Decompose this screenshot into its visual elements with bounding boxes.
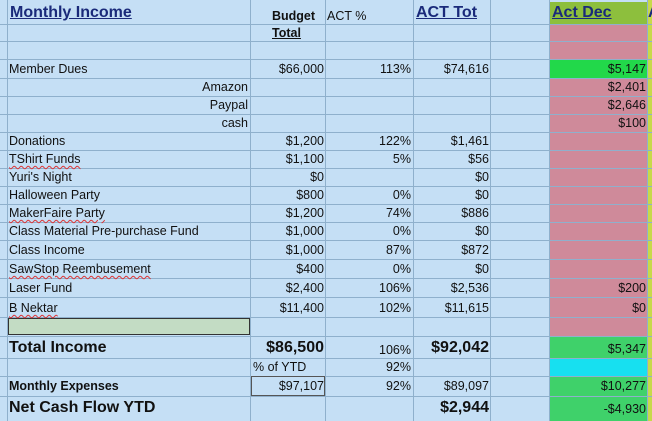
row-label-yuris-night[interactable]: Yuri's Night [9, 170, 72, 184]
pct-halloween[interactable]: 0% [392, 188, 411, 202]
monthly-expenses-pct[interactable]: 92% [385, 379, 411, 393]
sheet-title[interactable]: Monthly Income [10, 4, 132, 21]
member-dues-dec-fill [550, 60, 647, 79]
monthly-expenses-dec-fill [550, 376, 647, 396]
row-label-halloween[interactable]: Halloween Party [9, 188, 101, 202]
tot-donations[interactable]: $1,461 [450, 134, 489, 148]
total-income-dec-fill [550, 336, 647, 358]
monthly-expenses-budget[interactable]: $97,107 [251, 376, 325, 396]
pct-ytd-label[interactable]: % of YTD [253, 360, 307, 374]
budget-donations[interactable]: $1,200 [285, 134, 324, 148]
tot-laser-fund[interactable]: $2,536 [450, 281, 489, 295]
next-column-header[interactable]: A [648, 3, 652, 23]
row-label-donations[interactable]: Donations [9, 134, 66, 148]
pct-b-nektar[interactable]: 102% [379, 301, 411, 315]
total-income-tot[interactable]: $92,042 [431, 339, 489, 356]
tot-makerfaire[interactable]: $886 [461, 206, 489, 220]
row-label-tshirt[interactable]: TShirt Funds [9, 152, 81, 166]
pct-class-material[interactable]: 0% [392, 224, 411, 238]
tot-b-nektar[interactable]: $11,615 [444, 301, 489, 315]
budget-class-material[interactable]: $1,000 [285, 224, 324, 238]
pct-member-dues[interactable]: 113% [379, 62, 411, 76]
act-tot-header[interactable]: ACT Tot [416, 4, 478, 21]
tot-sawstop[interactable]: $0 [475, 262, 489, 276]
total-income-budget[interactable]: $86,500 [266, 339, 324, 356]
total-income-label[interactable]: Total Income [9, 339, 107, 356]
act-dec-header[interactable]: Act Dec [552, 4, 612, 21]
net-cash-tot[interactable]: $2,944 [440, 399, 489, 416]
row-label-laser-fund[interactable]: Laser Fund [9, 281, 73, 295]
selected-cell[interactable] [8, 318, 250, 335]
total-income-dec[interactable]: $5,347 [607, 342, 646, 356]
act-pct-header[interactable]: ACT % [327, 9, 367, 23]
budget-class-income[interactable]: $1,000 [285, 243, 324, 257]
net-cash-label[interactable]: Net Cash Flow YTD [9, 399, 156, 416]
budget-sawstop[interactable]: $400 [296, 262, 324, 276]
budget-tshirt[interactable]: $1,100 [285, 152, 324, 166]
pct-makerfaire[interactable]: 74% [385, 206, 411, 220]
tot-class-material[interactable]: $0 [475, 224, 489, 238]
net-cash-dec-fill [550, 396, 647, 421]
row-label-paypal[interactable]: Paypal [209, 98, 248, 112]
budget-makerfaire[interactable]: $1,200 [285, 206, 324, 220]
tot-yuris-night[interactable]: $0 [475, 170, 489, 184]
monthly-expenses-label[interactable]: Monthly Expenses [9, 379, 119, 393]
tot-tshirt[interactable]: $56 [468, 152, 489, 166]
pct-donations[interactable]: 122% [379, 134, 411, 148]
dec-header-fill [550, 2, 647, 24]
total-income-pct[interactable]: 106% [379, 343, 411, 357]
tot-member-dues[interactable]: $74,616 [443, 62, 489, 76]
budget-total-header[interactable]: Total [272, 26, 301, 40]
dec-amazon[interactable]: $2,401 [607, 80, 646, 94]
row-label-class-material[interactable]: Class Material Pre-purchase Fund [9, 224, 199, 238]
pct-ytd-dec-fill [550, 358, 647, 376]
row-label-member-dues[interactable]: Member Dues [9, 62, 88, 76]
row-label-cash[interactable]: cash [221, 116, 248, 130]
budget-b-nektar[interactable]: $11,400 [279, 301, 324, 315]
net-cash-dec[interactable]: -$4,930 [603, 402, 646, 416]
pct-class-income[interactable]: 87% [385, 243, 411, 257]
dec-member-dues[interactable]: $5,147 [607, 62, 646, 76]
dec-cash[interactable]: $100 [618, 116, 646, 130]
pct-laser-fund[interactable]: 106% [379, 281, 411, 295]
pct-tshirt[interactable]: 5% [392, 152, 411, 166]
dec-b-nektar[interactable]: $0 [632, 301, 646, 315]
row-label-makerfaire[interactable]: MakerFaire Party [9, 206, 105, 220]
budget-member-dues[interactable]: $66,000 [278, 62, 324, 76]
budget-header[interactable]: Budget [272, 9, 316, 23]
budget-laser-fund[interactable]: $2,400 [285, 281, 324, 295]
dec-laser-fund[interactable]: $200 [618, 281, 646, 295]
pct-ytd-value[interactable]: 92% [385, 360, 411, 374]
dec-paypal[interactable]: $2,646 [607, 98, 646, 112]
monthly-expenses-dec[interactable]: $10,277 [600, 379, 646, 393]
budget-halloween[interactable]: $800 [296, 188, 324, 202]
tot-halloween[interactable]: $0 [475, 188, 489, 202]
next-column-edge [647, 0, 652, 421]
pct-sawstop[interactable]: 0% [392, 262, 411, 276]
row-label-amazon[interactable]: Amazon [202, 80, 248, 94]
monthly-expenses-tot[interactable]: $89,097 [443, 379, 489, 393]
tot-class-income[interactable]: $872 [461, 243, 489, 257]
row-label-class-income[interactable]: Class Income [9, 243, 85, 257]
budget-yuris-night[interactable]: $0 [310, 170, 324, 184]
row-label-b-nektar[interactable]: B Nektar [9, 301, 58, 315]
row-label-sawstop[interactable]: SawStop Reembusement [9, 262, 151, 276]
